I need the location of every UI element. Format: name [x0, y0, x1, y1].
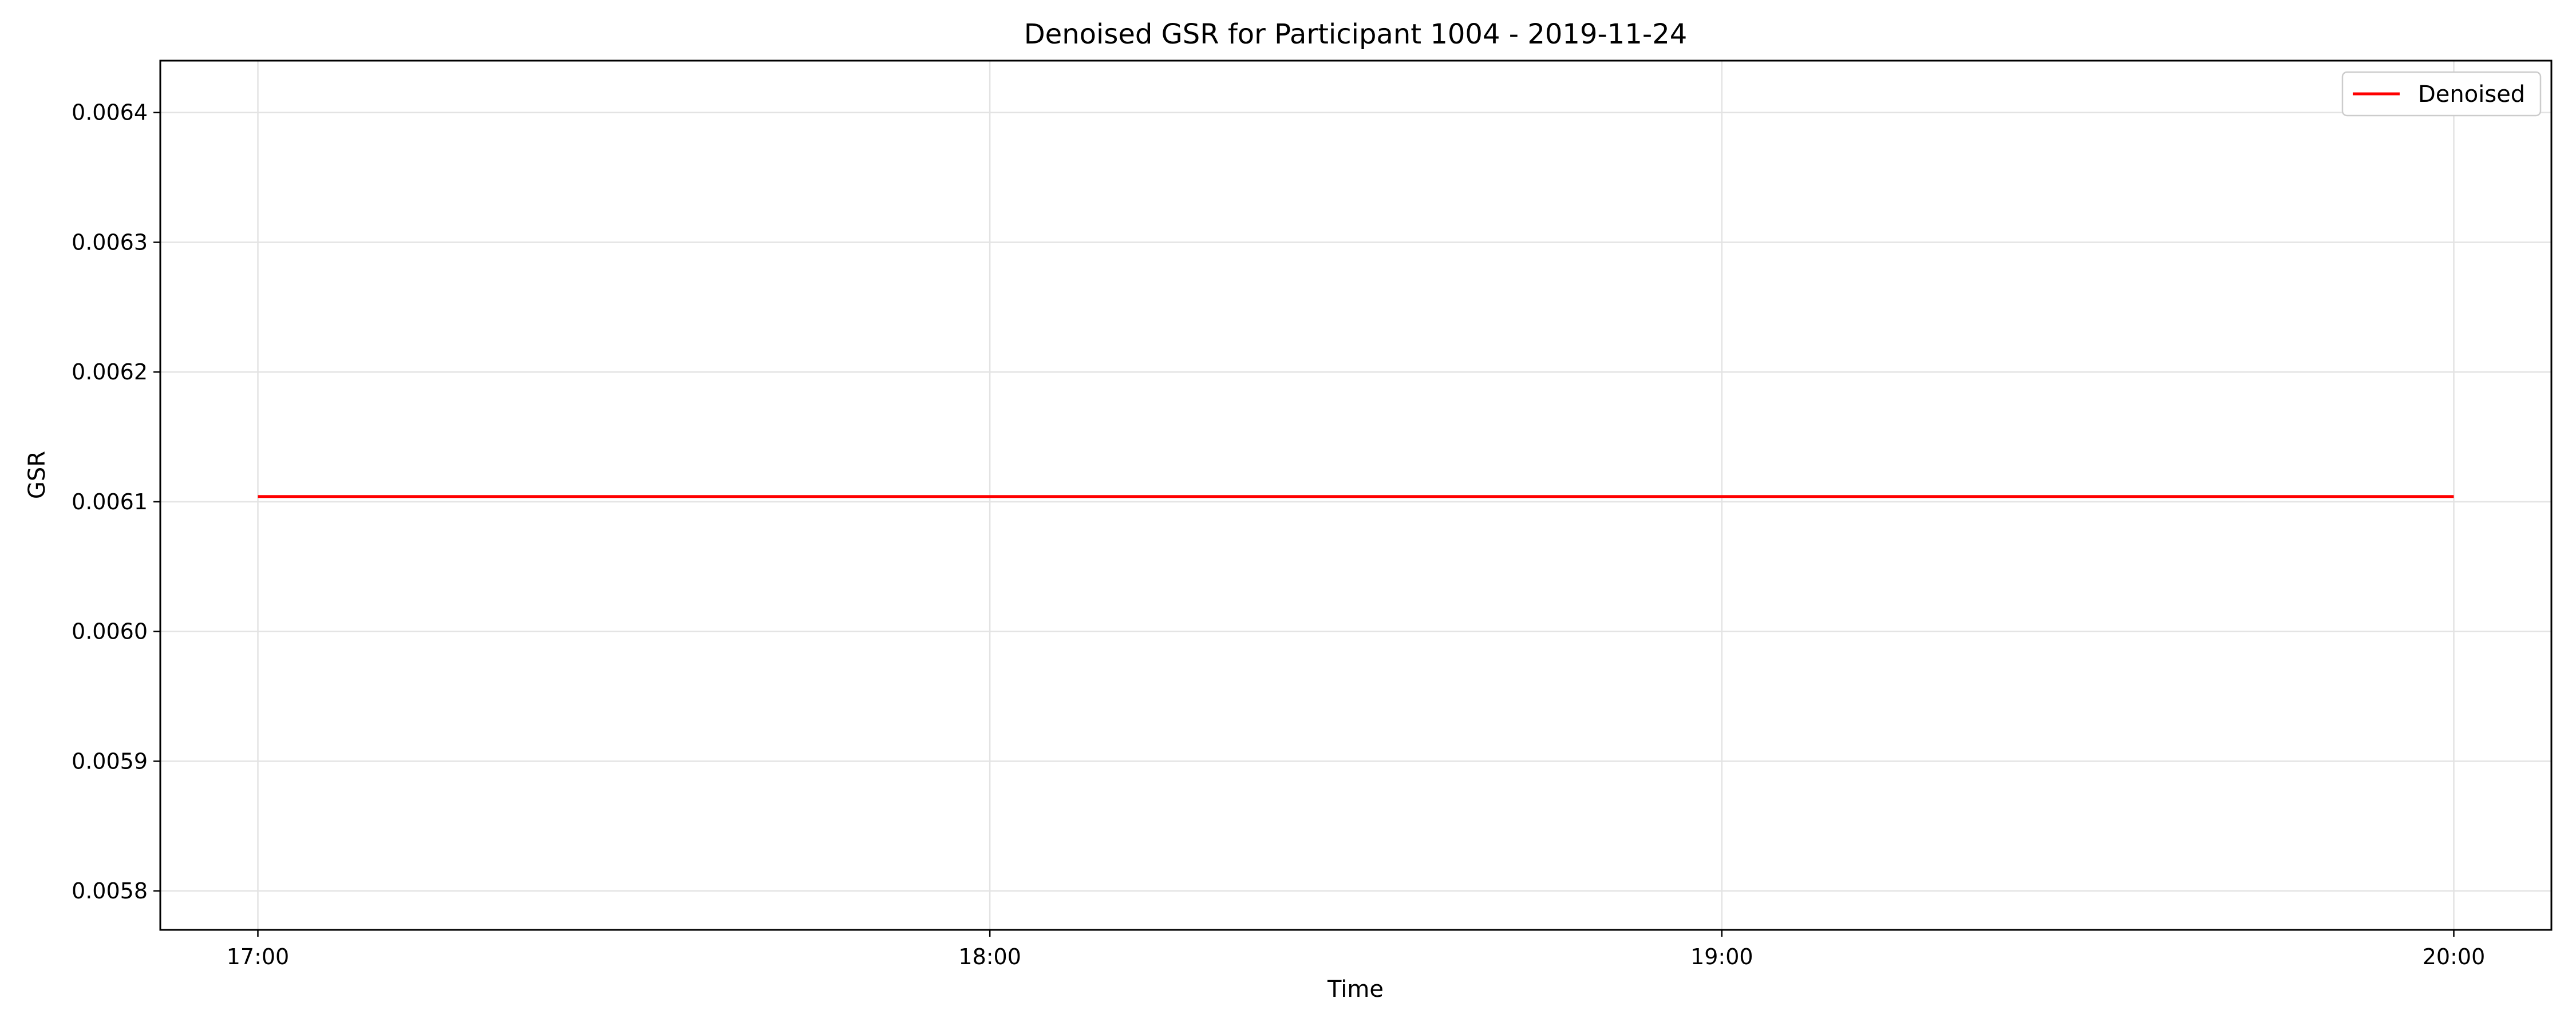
y-tick-label: 0.0062 — [72, 359, 148, 385]
y-tick-label: 0.0059 — [72, 748, 148, 774]
plot-frame — [159, 60, 2553, 931]
x-axis-label: Time — [1327, 976, 1384, 1003]
y-axis-ticks: 0.0058 0.0059 0.0060 0.0061 0.0062 0.0063 0.00… — [72, 100, 160, 904]
chart-title: Denoised GSR for Participant 1004 - 2019… — [1024, 18, 1688, 50]
y-tick-label: 0.0060 — [72, 619, 148, 644]
x-tick-label: 17:00 — [227, 944, 290, 969]
legend: Denoised — [2341, 71, 2542, 117]
grid — [160, 61, 2551, 930]
y-tick-label: 0.0064 — [72, 100, 148, 125]
x-axis-ticks: 17:00 18:00 19:00 20:00 — [227, 930, 2486, 969]
x-tick-label: 19:00 — [1690, 944, 1753, 969]
legend-label: Denoised — [2418, 81, 2525, 108]
y-tick-label: 0.0063 — [72, 229, 148, 255]
legend-box — [2341, 71, 2542, 117]
x-tick-label: 20:00 — [2423, 944, 2486, 969]
x-tick-label: 18:00 — [958, 944, 1021, 969]
y-tick-label: 0.0061 — [72, 489, 148, 514]
y-tick-label: 0.0058 — [72, 878, 148, 904]
y-axis-label: GSR — [24, 451, 50, 499]
